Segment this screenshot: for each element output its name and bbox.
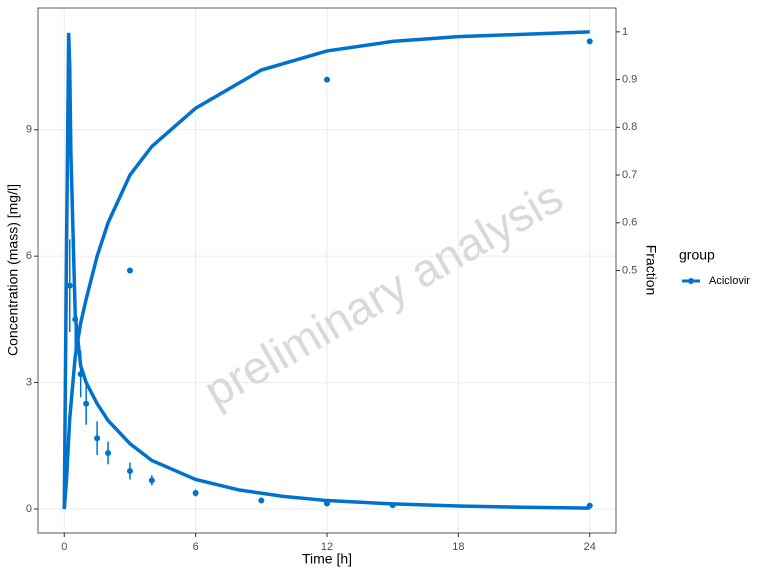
x-tick-label: 12 (321, 541, 333, 553)
data-point (258, 497, 265, 504)
y2-tick-label: 0.8 (622, 121, 637, 133)
data-point (126, 267, 133, 274)
legend-key (688, 278, 694, 284)
data-point (192, 489, 199, 496)
y-tick-label: 6 (26, 250, 32, 262)
data-point (105, 449, 112, 456)
data-point (126, 468, 133, 475)
y-tick-label: 0 (26, 503, 32, 515)
y-tick-label: 9 (26, 124, 32, 136)
line (62, 32, 590, 510)
y2-tick-label: 0.7 (622, 169, 637, 181)
x-tick-label: 18 (452, 541, 464, 553)
legend-label: Aciclovir (709, 275, 750, 287)
y2-tick-label: 0.5 (622, 264, 637, 276)
x-axis-label: Time [h] (302, 551, 352, 567)
data-point (77, 371, 84, 378)
data-point (66, 282, 73, 289)
y2-tick-label: 1 (622, 26, 628, 38)
x-tick-label: 6 (193, 541, 199, 553)
y2-axis-label: Fraction (643, 245, 659, 296)
data-point (324, 76, 330, 83)
y2-tick-label: 0.9 (622, 73, 637, 85)
data-point (83, 400, 90, 407)
data-point (148, 477, 155, 484)
data-point (389, 502, 396, 509)
data-point (324, 500, 330, 507)
legend-title: group (679, 247, 715, 263)
line (62, 30, 590, 510)
plot-border (37, 7, 617, 534)
data-point (94, 435, 101, 442)
data-point (586, 502, 593, 509)
y-tick-label: 3 (26, 376, 32, 388)
y-axis-label: Concentration (mass) [mg/l] (5, 184, 21, 356)
y2-tick-label: 0.6 (622, 217, 637, 229)
x-tick-label: 24 (584, 541, 596, 553)
data-point (72, 316, 79, 323)
x-tick-label: 0 (61, 541, 67, 553)
data-point (586, 38, 593, 45)
